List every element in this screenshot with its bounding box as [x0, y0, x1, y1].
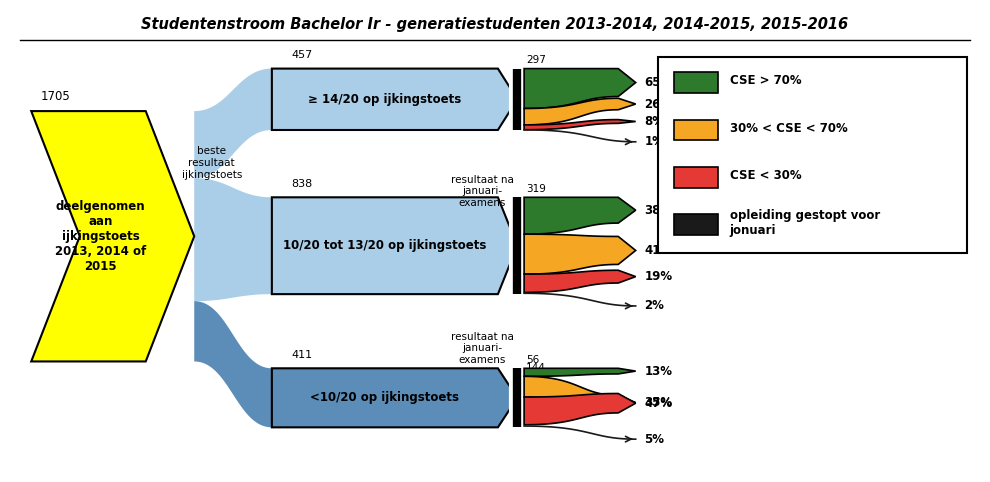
Text: 158: 158: [526, 260, 545, 270]
Text: 56: 56: [526, 355, 540, 364]
Text: 1%: 1%: [644, 135, 664, 148]
Text: 41%: 41%: [644, 244, 672, 257]
Text: 19%: 19%: [644, 270, 672, 283]
Text: Studentenstroom Bachelor Ir - generatiestudenten 2013-2014, 2014-2015, 2015-2016: Studentenstroom Bachelor Ir - generaties…: [142, 17, 848, 32]
Polygon shape: [524, 393, 636, 425]
Polygon shape: [524, 197, 636, 234]
Text: CSE > 70%: CSE > 70%: [730, 74, 802, 87]
Polygon shape: [524, 270, 636, 293]
Polygon shape: [272, 368, 518, 428]
Text: 2%: 2%: [644, 299, 664, 312]
FancyBboxPatch shape: [658, 57, 966, 253]
FancyBboxPatch shape: [673, 120, 718, 140]
Text: 122: 122: [526, 95, 545, 105]
Text: 26%: 26%: [644, 97, 672, 110]
Text: 411: 411: [291, 350, 313, 360]
Text: 297: 297: [526, 55, 545, 65]
Text: 30% < CSE < 70%: 30% < CSE < 70%: [730, 121, 847, 134]
Text: 38%: 38%: [644, 204, 672, 217]
Text: 13%: 13%: [644, 364, 672, 377]
Text: 15: 15: [526, 279, 540, 289]
Text: 1705: 1705: [41, 91, 70, 104]
Text: 47%: 47%: [644, 397, 672, 410]
Text: 8%: 8%: [644, 115, 664, 128]
Polygon shape: [32, 111, 194, 362]
Text: <10/20 op ijkingstoets: <10/20 op ijkingstoets: [311, 391, 459, 404]
Text: 10/20 tot 13/20 op ijkingstoets: 10/20 tot 13/20 op ijkingstoets: [283, 239, 486, 252]
FancyBboxPatch shape: [673, 167, 718, 187]
FancyBboxPatch shape: [673, 72, 718, 93]
Text: ≥ 14/20 op ijkingstoets: ≥ 14/20 op ijkingstoets: [308, 93, 461, 106]
Text: 457: 457: [291, 50, 313, 60]
Text: resultaat na
januari-
examens: resultaat na januari- examens: [451, 332, 514, 365]
Polygon shape: [524, 234, 636, 274]
Text: deelgenomen
aan
ijkingstoets
2013, 2014 of
2015: deelgenomen aan ijkingstoets 2013, 2014 …: [55, 200, 147, 273]
Text: 35%: 35%: [644, 396, 672, 409]
Polygon shape: [524, 98, 636, 125]
Text: 193: 193: [526, 383, 545, 393]
FancyBboxPatch shape: [673, 214, 718, 235]
Text: beste
resultaat
ijkingstoets: beste resultaat ijkingstoets: [181, 147, 242, 180]
Text: CSE < 30%: CSE < 30%: [730, 169, 802, 182]
Polygon shape: [272, 68, 518, 130]
Text: 319: 319: [526, 184, 545, 194]
Text: 2: 2: [526, 116, 533, 126]
Polygon shape: [524, 120, 636, 130]
Polygon shape: [524, 368, 636, 376]
Polygon shape: [194, 68, 272, 178]
Text: opleiding gestopt voor
jonuari: opleiding gestopt voor jonuari: [730, 209, 880, 237]
Text: 346: 346: [526, 220, 545, 230]
Polygon shape: [194, 301, 272, 428]
Polygon shape: [524, 376, 636, 410]
Polygon shape: [194, 178, 272, 301]
Text: 18: 18: [526, 411, 540, 421]
Text: 144: 144: [526, 362, 545, 373]
Polygon shape: [272, 197, 518, 294]
Text: 36: 36: [526, 111, 540, 121]
Text: 65%: 65%: [644, 76, 672, 89]
Text: 5%: 5%: [644, 433, 664, 446]
Text: resultaat na
januari-
examens: resultaat na januari- examens: [451, 175, 514, 208]
Text: 838: 838: [291, 179, 313, 189]
Polygon shape: [524, 68, 636, 108]
